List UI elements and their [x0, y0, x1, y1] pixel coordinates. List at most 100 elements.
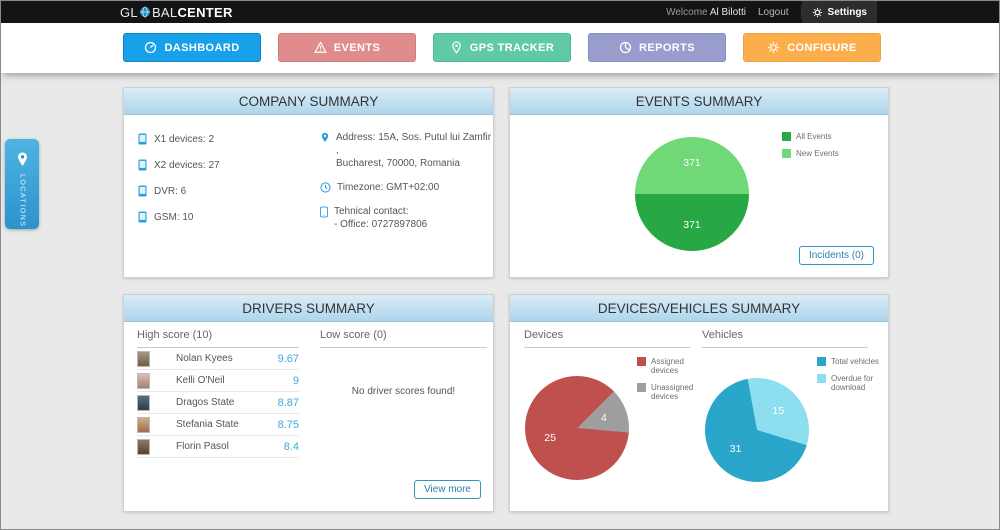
nav-dashboard-button[interactable]: DASHBOARD	[123, 33, 261, 62]
driver-avatar	[137, 350, 150, 367]
nav-gps-tracker-button[interactable]: GPS TRACKER	[433, 33, 571, 62]
address-line-1: Address: 15A, Sos. Putul lui Zamfir ,	[336, 132, 492, 156]
legend-swatch-overdue-download	[817, 374, 826, 383]
pie-slice-value: 31	[729, 443, 742, 456]
driver-row: Florin Pasol 8.4	[137, 436, 299, 458]
topbar: GL BAL CENTER Welcome Al Bilotti Logout S…	[1, 1, 999, 23]
legend-swatch-all-events	[782, 132, 791, 141]
dashboard-gauge-icon	[145, 41, 157, 54]
driver-row: Nolan Kyees 9.67	[137, 348, 299, 370]
pie-slice-value: 371	[683, 219, 701, 232]
driver-avatar	[137, 438, 150, 455]
contact-row: Tehnical contact: - Office: 0727897806	[320, 205, 492, 231]
nav-buttons: DASHBOARD EVENTS GPS TRACKER	[123, 33, 881, 62]
driver-name: Kelli O'Neil	[176, 375, 225, 386]
device-count-row: GSM: 10	[138, 211, 220, 223]
pie-slice-value: 4	[600, 412, 607, 425]
devices-heading: Devices	[524, 329, 690, 348]
gear-icon	[812, 7, 822, 17]
locations-label: LOCATIONS	[18, 174, 26, 228]
device-count-row: X2 devices: 27	[138, 159, 220, 171]
wrench-icon	[768, 42, 780, 53]
events-legend: All Events New Events	[782, 132, 839, 166]
settings-label: Settings	[827, 6, 867, 18]
events-pie-chart: 371 371	[635, 137, 749, 251]
driver-name: Florin Pasol	[176, 441, 229, 452]
driver-name: Stefania State	[176, 419, 239, 430]
legend-swatch-unassigned-devices	[637, 383, 646, 392]
pie-slice-value: 25	[544, 431, 556, 444]
company-device-counts: X1 devices: 2 X2 devices: 27 DVR: 6 GSM:…	[138, 133, 220, 237]
devices-vehicles-summary-panel: DEVICES/VEHICLES SUMMARY Devices Vehicle…	[509, 294, 889, 512]
settings-button[interactable]: Settings	[801, 1, 877, 23]
nav-events-label: EVENTS	[333, 41, 381, 54]
driver-score: 8.87	[277, 396, 299, 409]
legend-label: All Events	[796, 132, 832, 141]
legend-item: Unassigned devices	[637, 383, 707, 401]
company-summary-title: COMPANY SUMMARY	[124, 88, 493, 115]
timezone-text: Timezone: GMT+02:00	[337, 182, 440, 193]
logo-text-gl: GL	[120, 4, 138, 20]
device-count-row: X1 devices: 2	[138, 133, 220, 145]
legend-swatch-assigned-devices	[637, 357, 646, 366]
drivers-summary-panel: DRIVERS SUMMARY High score (10) Nolan Ky…	[123, 294, 494, 512]
driver-avatar	[137, 394, 150, 411]
mobile-device-icon	[138, 185, 147, 197]
app-logo: GL BAL CENTER	[120, 1, 233, 23]
timezone-row: Timezone: GMT+02:00	[320, 181, 492, 194]
vehicles-pie-chart: 31 15	[705, 378, 809, 482]
pie-slice-value: 371	[683, 156, 701, 169]
legend-item: Assigned devices	[637, 357, 707, 375]
incidents-button[interactable]: Incidents (0)	[798, 246, 874, 265]
welcome-text: Welcome Al Bilotti	[666, 7, 746, 18]
nav-events-button[interactable]: EVENTS	[278, 33, 416, 62]
legend-label: Total vehicles	[831, 357, 880, 366]
address-text: Address: 15A, Sos. Putul lui Zamfir , Buc…	[336, 131, 492, 170]
driver-name: Dragos State	[176, 397, 235, 408]
devices-pie-chart: 25 4	[525, 376, 629, 480]
driver-row: Dragos State 8.87	[137, 392, 299, 414]
devices-vehicles-title: DEVICES/VEHICLES SUMMARY	[510, 295, 888, 322]
legend-item: All Events	[782, 132, 839, 141]
main-navbar: DASHBOARD EVENTS GPS TRACKER	[1, 23, 999, 73]
pie-slice-value: 15	[772, 404, 785, 417]
low-score-column: Low score (0) No driver scores found!	[320, 329, 487, 397]
driver-score: 9.67	[277, 352, 299, 365]
user-name: Al Bilotti	[709, 6, 746, 18]
high-score-heading: High score (10)	[137, 329, 299, 348]
address-pin-icon	[321, 132, 329, 143]
legend-label: New Events	[796, 149, 839, 158]
logout-link[interactable]: Logout	[757, 6, 789, 18]
nav-gps-tracker-label: GPS TRACKER	[469, 41, 555, 54]
nav-reports-button[interactable]: REPORTS	[588, 33, 726, 62]
device-count-label: X2 devices: 27	[154, 159, 220, 171]
driver-row: Kelli O'Neil 9	[137, 370, 299, 392]
driver-row: Stefania State 8.75	[137, 414, 299, 436]
contact-text: Tehnical contact: - Office: 0727897806	[334, 205, 427, 231]
globe-icon	[139, 6, 150, 18]
logo-text-center: CENTER	[177, 4, 233, 20]
address-line-2: Bucharest, 70000, Romania	[336, 158, 460, 169]
driver-avatar	[137, 372, 150, 389]
topbar-divider	[800, 5, 802, 19]
company-summary-panel: COMPANY SUMMARY X1 devices: 2 X2 devices…	[123, 87, 494, 278]
nav-configure-label: CONFIGURE	[787, 41, 857, 54]
locations-side-tab[interactable]: LOCATIONS	[5, 139, 39, 229]
legend-item: New Events	[782, 149, 839, 158]
driver-score: 8.75	[277, 418, 299, 431]
nav-configure-button[interactable]: CONFIGURE	[743, 33, 881, 62]
contact-line-1: Tehnical contact:	[334, 206, 409, 217]
view-more-button[interactable]: View more	[413, 480, 481, 499]
events-summary-panel: EVENTS SUMMARY 371 371 All Events New Eve…	[509, 87, 889, 278]
mobile-device-icon	[138, 159, 147, 171]
high-score-column: High score (10) Nolan Kyees 9.67 Kelli O…	[137, 329, 299, 458]
device-count-label: X1 devices: 2	[154, 133, 215, 145]
pie-report-icon	[619, 41, 632, 54]
device-count-row: DVR: 6	[138, 185, 220, 197]
legend-swatch-total-vehicles	[817, 357, 826, 366]
topbar-right: Welcome Al Bilotti Logout Settings	[666, 1, 877, 23]
contact-line-2: - Office: 0727897806	[334, 219, 428, 230]
mobile-device-icon	[138, 211, 147, 223]
company-contact-info: Address: 15A, Sos. Putul lui Zamfir , Buc…	[320, 131, 492, 242]
